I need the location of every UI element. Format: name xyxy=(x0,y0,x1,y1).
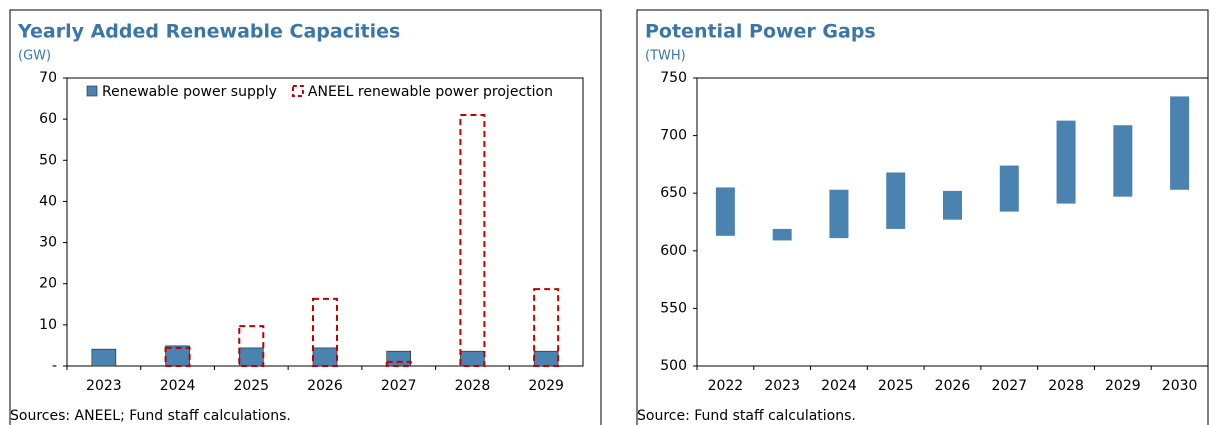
x-tick-label: 2026 xyxy=(935,378,971,394)
x-tick-label: 2023 xyxy=(764,378,800,394)
chart-subtitle: (GW) xyxy=(18,49,51,64)
x-tick-label: 2023 xyxy=(86,378,122,394)
legend-swatch xyxy=(291,85,304,97)
plot-frame xyxy=(66,77,584,367)
x-tick-label: 2025 xyxy=(233,378,269,394)
y-tick-label: 20 xyxy=(39,276,57,292)
bar xyxy=(386,350,412,367)
bar xyxy=(385,360,412,367)
x-tick-label: 2029 xyxy=(1105,378,1141,394)
bar xyxy=(459,114,486,368)
bar xyxy=(460,350,485,367)
panel-frame xyxy=(9,9,602,425)
bar xyxy=(238,347,264,367)
chart-title: Yearly Added Renewable Capacities xyxy=(17,21,400,43)
y-tick-label: 30 xyxy=(39,235,57,251)
range-bar xyxy=(886,172,906,229)
x-tick-label: 2024 xyxy=(821,378,857,394)
legend-swatch xyxy=(86,85,98,97)
x-tick-label: 2028 xyxy=(455,378,491,394)
x-tick-label: 2027 xyxy=(381,378,417,394)
bar xyxy=(91,348,117,367)
y-tick-label: 650 xyxy=(660,185,687,201)
y-tick-label: 500 xyxy=(660,358,687,374)
x-tick-label: 2022 xyxy=(708,378,744,394)
x-tick-label: 2029 xyxy=(528,378,564,394)
source-note: Sources: ANEEL; Fund staff calculations. xyxy=(10,408,291,424)
x-tick-label: 2024 xyxy=(160,378,196,394)
x-tick-label: 2028 xyxy=(1048,378,1084,394)
x-tick-label: 2027 xyxy=(991,378,1027,394)
chart-title: Potential Power Gaps xyxy=(645,21,876,43)
range-bar xyxy=(1113,125,1133,197)
y-tick-label: 600 xyxy=(660,243,687,259)
range-bar xyxy=(943,190,962,220)
bar xyxy=(312,347,338,367)
x-tick-label: 2026 xyxy=(307,378,343,394)
x-tick-label: 2025 xyxy=(878,378,914,394)
range-bar xyxy=(999,165,1019,212)
y-tick-label: 60 xyxy=(39,111,57,127)
bar xyxy=(238,325,265,368)
range-bar xyxy=(772,228,792,241)
range-bar xyxy=(715,187,735,236)
y-tick-label: - xyxy=(52,358,57,374)
y-tick-label: 40 xyxy=(39,193,57,209)
legend-label: Renewable power supply xyxy=(102,84,277,100)
range-bar xyxy=(829,189,849,239)
bar xyxy=(312,297,338,367)
chart-subtitle: (TWH) xyxy=(645,49,686,64)
y-tick-label: 550 xyxy=(660,300,687,316)
bar xyxy=(164,346,191,368)
source-note: Source: Fund staff calculations. xyxy=(637,408,856,424)
bar xyxy=(533,288,560,368)
plot-frame xyxy=(696,77,1209,367)
x-tick-label: 2030 xyxy=(1162,378,1198,394)
y-tick-label: 50 xyxy=(39,152,57,168)
range-bar xyxy=(1056,120,1076,204)
bar xyxy=(533,350,559,367)
y-tick-label: 700 xyxy=(660,128,687,144)
y-tick-label: 70 xyxy=(39,70,57,86)
y-tick-label: 750 xyxy=(660,70,687,86)
y-tick-label: 10 xyxy=(39,317,57,333)
range-bar xyxy=(1170,96,1190,190)
legend-label: ANEEL renewable power projection xyxy=(308,84,553,100)
